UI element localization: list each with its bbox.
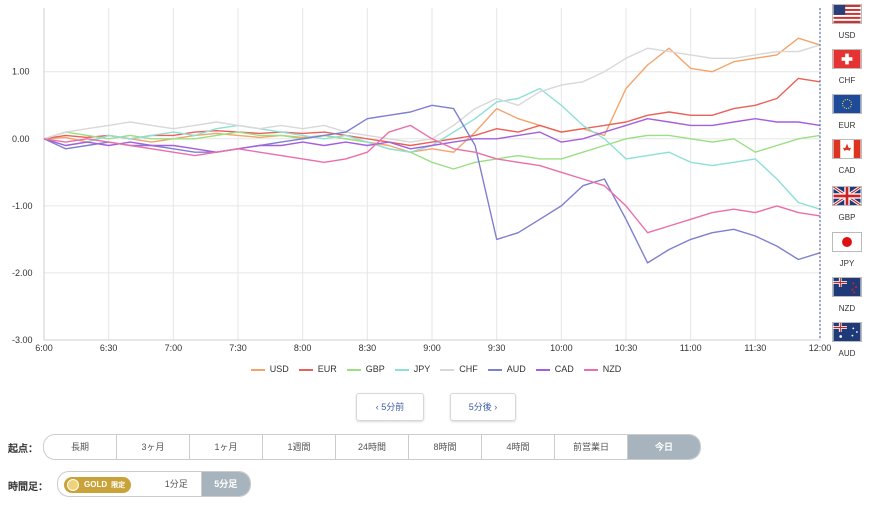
- legend-swatch: [346, 368, 361, 371]
- flag-usd[interactable]: USD: [828, 4, 866, 40]
- series-line-aud: [43, 104, 821, 264]
- x-tick-label: 10:00: [550, 343, 573, 353]
- legend-swatch: [487, 368, 502, 371]
- legend-item-cad[interactable]: CAD: [535, 364, 574, 374]
- gold-limited-option[interactable]: GOLD 限定: [58, 472, 152, 496]
- y-tick-label: -1.00: [12, 201, 33, 211]
- chart-series-lines: [43, 37, 821, 264]
- legend-item-jpy[interactable]: JPY: [394, 364, 431, 374]
- switzerland-flag-icon: [832, 49, 862, 69]
- currency-strength-chart: 1.00 0.00 -1.00 -2.00 -3.00 6:00 6:30 7:00 7:30…: [12, 8, 831, 353]
- x-tick-label: 6:00: [35, 343, 53, 353]
- series-line-eur: [43, 77, 821, 147]
- legend-label: EUR: [317, 364, 337, 374]
- x-tick-label: 10:30: [615, 343, 638, 353]
- start-option-6[interactable]: 4時間: [481, 435, 554, 459]
- legend-swatch: [583, 368, 598, 371]
- flag-cad[interactable]: CAD: [828, 139, 866, 175]
- series-line-cad: [43, 117, 821, 153]
- legend-item-aud[interactable]: AUD: [487, 364, 526, 374]
- flag-gbp[interactable]: GBP: [828, 185, 866, 222]
- x-axis-tick-labels: 6:00 6:30 7:00 7:30 8:00 8:30 9:00 9:30 10:00 10:…: [35, 343, 831, 353]
- uk-flag-icon: [832, 185, 862, 207]
- next-5min-button[interactable]: 5分後 ›: [450, 393, 516, 421]
- start-option-3[interactable]: 1週間: [262, 435, 335, 459]
- start-option-8[interactable]: 今日: [627, 435, 700, 459]
- interval-1min[interactable]: 1分足: [164, 479, 188, 489]
- interval-5min[interactable]: 5分足: [200, 472, 250, 496]
- y-tick-label: -2.00: [12, 268, 33, 278]
- series-line-nzd: [43, 124, 821, 234]
- canada-flag-icon: [832, 139, 862, 159]
- legend-label: CHF: [459, 364, 478, 374]
- series-line-gbp: [43, 131, 821, 170]
- flag-nzd[interactable]: NZD: [828, 277, 866, 313]
- start-option-2[interactable]: 1ヶ月: [189, 435, 262, 459]
- x-tick-label: 8:30: [359, 343, 377, 353]
- legend-item-chf[interactable]: CHF: [440, 364, 478, 374]
- legend-swatch: [440, 368, 455, 371]
- legend-swatch: [394, 368, 409, 371]
- interval-label: 時間足：: [8, 482, 48, 493]
- legend-label: NZD: [602, 364, 622, 374]
- x-tick-label: 9:00: [423, 343, 441, 353]
- x-tick-label: 11:00: [680, 343, 702, 353]
- start-option-0[interactable]: 長期: [70, 442, 89, 452]
- chart-grid: [43, 8, 821, 341]
- flag-label: AUD: [838, 349, 856, 358]
- x-tick-label: 7:00: [165, 343, 183, 353]
- legend-swatch: [298, 368, 313, 371]
- legend-label: USD: [269, 364, 289, 374]
- start-point-selector: 長期 3ヶ月 1ヶ月 1週間 24時間 8時間 4時間 前営業日 今日: [43, 434, 701, 460]
- eu-flag-icon: [832, 94, 862, 114]
- legend-item-nzd[interactable]: NZD: [583, 364, 622, 374]
- gold-label: GOLD: [84, 480, 108, 489]
- usa-flag-icon: [832, 4, 862, 24]
- japan-flag-icon: [832, 232, 862, 252]
- legend-label: AUD: [506, 364, 526, 374]
- australia-flag-icon: [832, 322, 862, 342]
- y-axis-tick-labels: 1.00 0.00 -1.00 -2.00 -3.00: [12, 67, 33, 345]
- start-point-label: 起点：: [8, 444, 38, 455]
- gold-limited-label: 限定: [111, 482, 126, 489]
- start-option-1[interactable]: 3ヶ月: [116, 435, 189, 459]
- flag-aud[interactable]: AUD: [828, 322, 866, 358]
- flag-chf[interactable]: CHF: [828, 49, 866, 85]
- prev-5min-button[interactable]: ‹ 5分前: [356, 393, 424, 421]
- x-tick-label: 9:30: [488, 343, 506, 353]
- flag-label: GBP: [838, 213, 856, 222]
- flag-label: CHF: [838, 76, 856, 85]
- legend-label: CAD: [554, 364, 574, 374]
- legend-item-eur[interactable]: EUR: [298, 364, 337, 374]
- interval-selector: GOLD 限定 1分足 5分足: [57, 471, 251, 497]
- gold-coin-icon: [67, 479, 79, 491]
- flag-label: NZD: [838, 304, 856, 313]
- new-zealand-flag-icon: [832, 277, 862, 297]
- x-tick-label: 12:00: [809, 343, 832, 353]
- start-option-4[interactable]: 24時間: [335, 435, 408, 459]
- chart-legend: USD EUR GBP JPY CHF AUD CAD NZD: [0, 364, 872, 374]
- x-tick-label: 8:00: [294, 343, 312, 353]
- x-tick-label: 11:30: [744, 343, 766, 353]
- gold-badge: GOLD 限定: [64, 477, 132, 493]
- start-option-7[interactable]: 前営業日: [554, 435, 627, 459]
- x-tick-label: 6:30: [100, 343, 118, 353]
- legend-swatch: [250, 368, 265, 371]
- flag-label: EUR: [838, 121, 856, 130]
- start-option-5[interactable]: 8時間: [408, 435, 481, 459]
- legend-label: JPY: [413, 364, 431, 374]
- legend-item-usd[interactable]: USD: [250, 364, 289, 374]
- flag-label: USD: [838, 31, 856, 40]
- legend-label: GBP: [365, 364, 385, 374]
- flag-label: CAD: [838, 166, 856, 175]
- legend-swatch: [535, 368, 550, 371]
- y-tick-label: 0.00: [12, 134, 30, 144]
- legend-item-gbp[interactable]: GBP: [346, 364, 385, 374]
- y-tick-label: -3.00: [12, 335, 33, 345]
- flag-jpy[interactable]: JPY: [828, 232, 866, 268]
- x-tick-label: 7:30: [229, 343, 247, 353]
- flag-label: JPY: [839, 259, 855, 268]
- y-tick-label: 1.00: [12, 67, 30, 77]
- flag-eur[interactable]: EUR: [828, 94, 866, 130]
